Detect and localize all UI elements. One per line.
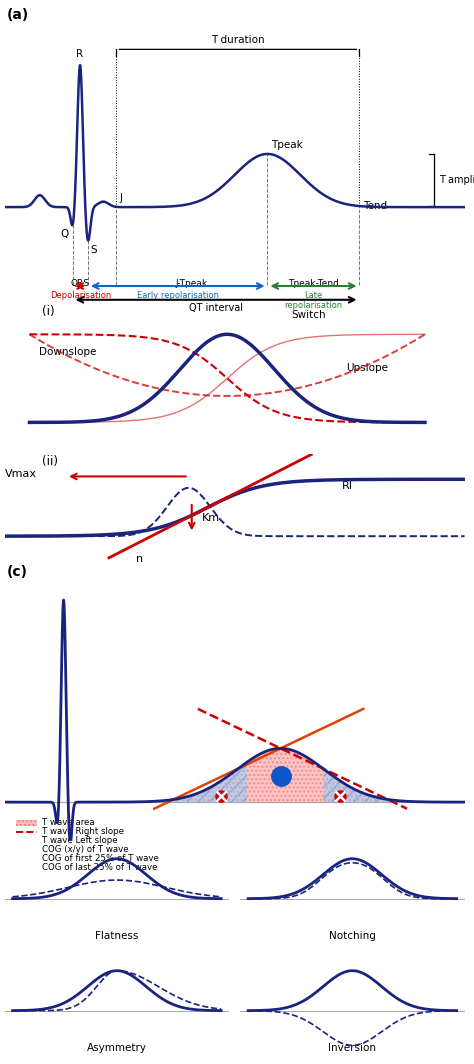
Bar	[16, 820, 37, 826]
Text: Km: Km	[202, 513, 220, 523]
Text: Tend: Tend	[363, 201, 387, 211]
Text: COG of first 25% of T wave: COG of first 25% of T wave	[42, 854, 158, 863]
Text: QT interval: QT interval	[189, 303, 243, 314]
Text: Upslope: Upslope	[346, 363, 388, 372]
Text: T amplitude: T amplitude	[439, 174, 474, 185]
Text: T wave Left slope: T wave Left slope	[42, 836, 117, 845]
Text: (c): (c)	[7, 565, 28, 579]
Text: Tpeak: Tpeak	[271, 140, 303, 150]
Text: Notching: Notching	[329, 931, 376, 941]
Text: Flatness: Flatness	[95, 931, 138, 941]
Text: Inversion: Inversion	[328, 1043, 376, 1053]
Text: T wave Right slope: T wave Right slope	[42, 828, 124, 836]
Text: n: n	[136, 554, 143, 564]
Text: T duration: T duration	[211, 35, 264, 45]
Text: Depolarisation: Depolarisation	[50, 290, 111, 300]
Text: Q: Q	[61, 230, 69, 239]
Text: Vmax: Vmax	[5, 468, 37, 479]
Text: J-Tpeak: J-Tpeak	[176, 279, 208, 287]
Text: Early repolarisation: Early repolarisation	[137, 290, 219, 300]
Text: Downslope: Downslope	[39, 347, 97, 356]
Text: QRS: QRS	[71, 279, 90, 287]
Text: Late
repolarisation: Late repolarisation	[284, 290, 343, 310]
Text: COG of last 25% of T wave: COG of last 25% of T wave	[42, 863, 157, 871]
Text: J: J	[120, 194, 123, 203]
Text: T wave area: T wave area	[42, 818, 94, 828]
Text: COG (x/y) of T wave: COG (x/y) of T wave	[42, 845, 128, 854]
Text: (ii): (ii)	[42, 454, 57, 468]
Text: (i): (i)	[42, 304, 54, 318]
Text: RI: RI	[342, 481, 353, 492]
Text: Tpeak-Tend: Tpeak-Tend	[288, 279, 339, 287]
Text: Asymmetry: Asymmetry	[87, 1043, 147, 1053]
Text: Switch: Switch	[292, 310, 326, 320]
Text: R: R	[76, 49, 83, 59]
Text: S: S	[91, 245, 97, 255]
Text: (a): (a)	[7, 9, 29, 22]
